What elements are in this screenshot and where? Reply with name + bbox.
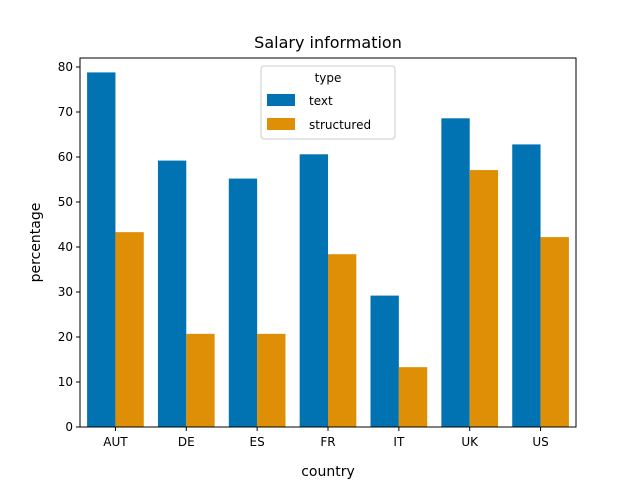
y-tick-label: 10 <box>58 375 73 389</box>
x-tick-label: AUT <box>103 435 128 449</box>
y-tick-label: 30 <box>58 285 73 299</box>
legend-swatch-structured <box>267 118 295 130</box>
x-tick-label: UK <box>461 435 479 449</box>
y-tick-label: 40 <box>58 240 73 254</box>
legend: type text structured <box>260 65 396 140</box>
bar-structured-ES <box>257 333 286 427</box>
bar-text-ES <box>228 178 258 427</box>
x-tick-label: US <box>532 435 548 449</box>
bar-text-UK <box>441 118 470 428</box>
bars-group <box>87 72 569 428</box>
y-tick-label: 20 <box>58 330 73 344</box>
bar-structured-IT <box>398 367 428 427</box>
y-tick-label: 60 <box>58 150 73 164</box>
bar-structured-FR <box>328 254 357 427</box>
bar-text-IT <box>370 295 399 427</box>
x-axis-label: country <box>301 464 355 480</box>
y-axis: 0 10 20 30 40 50 60 70 80 <box>58 60 80 434</box>
bar-text-AUT <box>87 72 116 428</box>
bar-structured-UK <box>469 170 499 428</box>
x-tick-label: IT <box>393 435 405 449</box>
legend-swatch-text <box>267 94 295 106</box>
bar-text-US <box>512 144 541 427</box>
bar-text-FR <box>299 154 328 428</box>
x-tick-label: DE <box>178 435 195 449</box>
legend-label-text: text <box>309 94 333 108</box>
y-tick-label: 0 <box>65 420 73 434</box>
x-tick-label: FR <box>320 435 335 449</box>
y-tick-label: 70 <box>58 105 73 119</box>
legend-title: type <box>315 71 342 85</box>
bar-structured-AUT <box>115 232 144 427</box>
x-axis: AUT DE ES FR IT UK US <box>103 427 549 449</box>
plot-frame <box>79 57 577 428</box>
legend-label-structured: structured <box>309 118 371 132</box>
bar-structured-DE <box>186 333 215 427</box>
y-tick-label: 80 <box>58 60 73 74</box>
bar-text-DE <box>157 160 187 427</box>
bar-structured-US <box>540 237 569 427</box>
chart-title: Salary information <box>254 33 402 52</box>
x-tick-label: ES <box>250 435 265 449</box>
y-axis-label: percentage <box>28 203 44 283</box>
y-tick-label: 50 <box>58 195 73 209</box>
